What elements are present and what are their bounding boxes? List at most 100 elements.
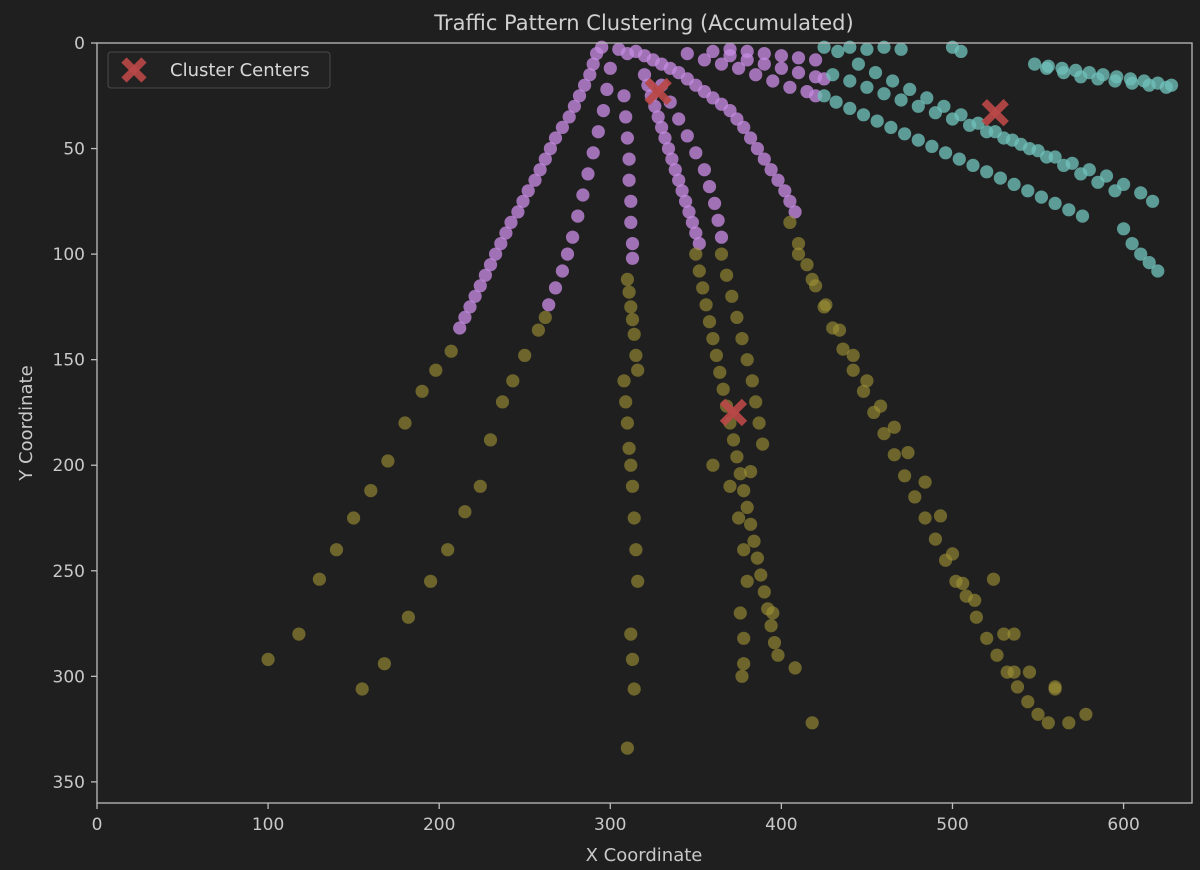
data-point — [856, 384, 871, 398]
data-point — [697, 163, 712, 177]
data-point — [843, 40, 857, 54]
data-point — [925, 139, 939, 153]
data-point — [1040, 150, 1054, 164]
data-point — [851, 57, 866, 71]
data-point — [954, 108, 968, 122]
data-point — [355, 682, 369, 696]
cluster-center-marker — [644, 77, 672, 106]
data-point — [877, 40, 891, 54]
data-point — [619, 110, 633, 124]
data-point — [1007, 665, 1021, 679]
data-point — [744, 465, 758, 479]
data-point — [1040, 61, 1054, 75]
data-point — [733, 467, 747, 481]
data-point — [749, 395, 763, 409]
data-point — [495, 395, 510, 409]
y-axis-label: Y Coordinate — [16, 365, 37, 481]
data-point — [1079, 707, 1093, 721]
data-point — [1010, 680, 1025, 694]
data-point — [860, 374, 874, 388]
data-point — [637, 68, 652, 82]
data-point — [843, 74, 857, 88]
data-point — [817, 40, 831, 54]
data-point — [680, 47, 694, 61]
data-point — [665, 152, 679, 166]
data-point — [791, 51, 806, 65]
data-point — [624, 627, 638, 641]
data-point — [868, 66, 883, 80]
data-point — [817, 89, 831, 103]
data-point — [778, 184, 792, 198]
data-point — [969, 610, 984, 624]
plot-frame — [96, 42, 1193, 804]
data-point — [945, 547, 960, 561]
data-point — [312, 572, 326, 586]
data-point — [620, 272, 635, 286]
data-point — [1108, 74, 1122, 88]
data-point — [458, 310, 472, 324]
data-point — [898, 469, 912, 483]
data-point — [1057, 66, 1071, 80]
data-point — [740, 500, 754, 514]
data-point — [655, 120, 669, 134]
y-tick-label: 200 — [53, 456, 85, 476]
data-point — [261, 652, 275, 667]
data-point — [689, 226, 703, 240]
data-point — [933, 509, 948, 523]
y-tick-label: 150 — [53, 351, 85, 371]
x-tick-label: 200 — [423, 815, 455, 835]
data-point — [737, 657, 751, 671]
data-point — [730, 310, 744, 324]
data-point — [887, 420, 901, 434]
data-point — [723, 42, 737, 56]
data-point — [631, 574, 645, 588]
data-point — [805, 716, 819, 730]
data-point — [591, 125, 605, 139]
data-point — [1021, 184, 1035, 198]
data-point — [911, 133, 925, 147]
data-point — [732, 61, 746, 75]
y-tick-label: 100 — [53, 245, 85, 265]
data-point — [920, 91, 934, 105]
data-point — [1041, 716, 1055, 730]
data-point — [692, 237, 706, 251]
data-point — [901, 446, 915, 460]
x-tick-label: 500 — [936, 815, 968, 835]
data-point — [898, 127, 912, 141]
data-point — [629, 543, 643, 557]
data-point — [774, 61, 789, 75]
data-point — [791, 66, 806, 80]
data-point — [617, 374, 631, 388]
data-point — [463, 300, 477, 314]
data-point — [723, 479, 737, 493]
data-point — [624, 215, 638, 229]
data-point — [620, 741, 635, 755]
data-point — [708, 196, 722, 210]
data-point — [954, 44, 968, 59]
data-point — [757, 152, 771, 166]
data-point — [1074, 70, 1088, 84]
data-point — [292, 627, 306, 641]
data-point — [1048, 196, 1062, 210]
x-tick-label: 300 — [594, 815, 626, 835]
data-points — [261, 40, 1179, 755]
data-point — [1117, 222, 1131, 236]
data-point — [1151, 264, 1165, 278]
data-point — [424, 574, 438, 588]
data-point — [453, 321, 467, 335]
data-point — [1134, 186, 1148, 200]
data-point — [764, 163, 778, 177]
data-point — [752, 416, 766, 430]
data-point — [562, 110, 576, 124]
data-point — [714, 247, 729, 261]
y-tick-label: 350 — [53, 773, 85, 793]
data-point — [750, 551, 765, 565]
data-point — [1091, 72, 1105, 86]
data-point — [1031, 707, 1045, 721]
data-point — [966, 158, 980, 172]
data-point — [952, 152, 966, 166]
chart-title: Traffic Pattern Clustering (Accumulated) — [433, 11, 853, 35]
data-point — [1075, 209, 1090, 223]
data-point — [672, 112, 686, 126]
data-point — [586, 57, 600, 71]
